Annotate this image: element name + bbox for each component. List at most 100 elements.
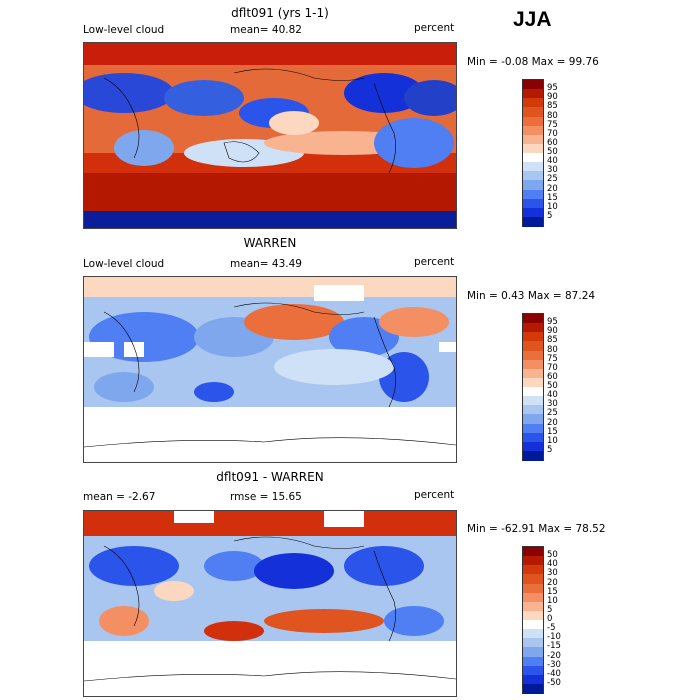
panel-1-map-field xyxy=(84,43,456,228)
colorbar-tick-label: 60 xyxy=(547,137,558,148)
panel-2-colorbar xyxy=(522,313,544,461)
panel-1-variable-label: Low-level cloud xyxy=(83,24,165,36)
colorbar-swatch xyxy=(523,423,543,434)
colorbar-swatch xyxy=(523,396,543,406)
colorbar-swatch xyxy=(523,80,543,90)
colorbar-swatch xyxy=(523,565,543,575)
colorbar-swatch xyxy=(523,674,543,685)
colorbar-tick-label: 30 xyxy=(547,568,558,579)
colorbar-tick-label: 80 xyxy=(547,110,558,121)
colorbar-tick-label: 60 xyxy=(547,371,558,382)
colorbar-tick-label: 20 xyxy=(547,183,558,194)
panel-2-mean-label: mean= 43.49 xyxy=(230,258,302,270)
colorbar-tick-label: 5 xyxy=(547,210,553,221)
panel-1-map xyxy=(83,42,457,229)
panel-2-colorbar-labels: 95 90 85 80 75 70 60 50 40 30 25 20 15 10 5 xyxy=(547,313,587,459)
panel-2-variable-label: Low-level cloud xyxy=(83,258,165,270)
colorbar-tick-label: 75 xyxy=(547,353,558,364)
panel-3-minmax: Min = -62.91 Max = 78.52 xyxy=(467,523,606,535)
panel-2-map-field xyxy=(84,277,456,462)
colorbar-swatch xyxy=(523,89,543,99)
colorbar-tick-label: 70 xyxy=(547,128,558,139)
colorbar-tick-label: 40 xyxy=(547,156,558,167)
colorbar-tick-label: 50 xyxy=(547,381,558,391)
panel-2-minmax: Min = 0.43 Max = 87.24 xyxy=(467,290,596,302)
panel-2-map xyxy=(83,276,457,463)
panel-3-units-label: percent xyxy=(414,489,455,501)
panel-3-rmse-label: rmse = 15.65 xyxy=(230,491,302,503)
colorbar-swatch xyxy=(523,414,543,424)
colorbar-tick-label: 70 xyxy=(547,362,558,373)
colorbar-swatch xyxy=(523,432,543,443)
colorbar-tick-label: 30 xyxy=(547,165,558,176)
colorbar-swatch xyxy=(523,350,543,361)
colorbar-tick-label: 10 xyxy=(547,595,558,606)
panel-3-map-field xyxy=(84,511,456,696)
colorbar-swatch xyxy=(523,171,543,181)
colorbar-swatch xyxy=(523,341,543,351)
panel-3-title: dflt091 - WARREN xyxy=(216,470,324,484)
colorbar-swatch xyxy=(523,189,543,200)
panel-3-colorbar-labels: 50 40 30 20 15 10 5 0 -5 -10 -15 -20 -30 -40 -50 xyxy=(547,546,587,692)
colorbar-swatch xyxy=(523,665,543,676)
panel-1-units-label: percent xyxy=(414,22,455,34)
panel-1-minmax: Min = -0.08 Max = 99.76 xyxy=(467,56,599,68)
season-label: JJA xyxy=(513,8,552,31)
panel-3-map xyxy=(83,510,457,697)
colorbar-swatch xyxy=(523,592,543,603)
panel-1-mean-label: mean= 40.82 xyxy=(230,24,302,36)
colorbar-tick-label: 20 xyxy=(547,577,558,588)
colorbar-tick-label: 85 xyxy=(547,101,558,112)
colorbar-swatch xyxy=(523,547,543,557)
colorbar-tick-label: 0 xyxy=(547,614,553,624)
colorbar-swatch xyxy=(523,116,543,127)
colorbar-swatch xyxy=(523,601,543,612)
colorbar-tick-label: 80 xyxy=(547,344,558,355)
panel-3-colorbar xyxy=(522,546,544,694)
colorbar-swatch xyxy=(523,332,543,342)
colorbar-swatch xyxy=(523,683,543,694)
colorbar-swatch xyxy=(523,377,543,388)
colorbar-swatch xyxy=(523,162,543,172)
panel-1-colorbar-labels: 95 90 85 80 75 70 60 50 40 30 25 20 15 10 5 xyxy=(547,79,587,225)
colorbar-swatch xyxy=(523,610,543,621)
colorbar-tick-label: 5 xyxy=(547,444,553,455)
colorbar-tick-label: 5 xyxy=(547,604,553,615)
colorbar-tick-label: 95 xyxy=(547,317,558,328)
colorbar-swatch xyxy=(523,647,543,657)
colorbar-swatch xyxy=(523,216,543,227)
colorbar-swatch xyxy=(523,387,543,397)
colorbar-swatch xyxy=(523,574,543,584)
panel-2-units-label: percent xyxy=(414,256,455,268)
panel-3-mean-label: mean = -2.67 xyxy=(83,491,156,503)
colorbar-swatch xyxy=(523,556,543,566)
colorbar-swatch xyxy=(523,656,543,667)
colorbar-swatch xyxy=(523,107,543,117)
colorbar-tick-label: -15 xyxy=(547,641,561,652)
colorbar-swatch xyxy=(523,638,543,648)
colorbar-tick-label: 10 xyxy=(547,201,558,212)
colorbar-tick-label: -5 xyxy=(547,623,556,634)
colorbar-swatch xyxy=(523,441,543,452)
colorbar-tick-label: 95 xyxy=(547,83,558,94)
colorbar-swatch xyxy=(523,450,543,461)
panel-1-colorbar xyxy=(522,79,544,227)
colorbar-tick-label: 10 xyxy=(547,435,558,446)
colorbar-tick-label: 40 xyxy=(547,559,558,570)
colorbar-swatch xyxy=(523,323,543,333)
colorbar-tick-label: 25 xyxy=(547,174,558,185)
colorbar-tick-label: 15 xyxy=(547,586,558,597)
colorbar-tick-label: -30 xyxy=(547,659,561,670)
colorbar-swatch xyxy=(523,620,543,630)
colorbar-tick-label: 30 xyxy=(547,399,558,410)
colorbar-tick-label: 90 xyxy=(547,92,558,103)
colorbar-tick-label: -50 xyxy=(547,677,561,688)
panel-1-title: dflt091 (yrs 1-1) xyxy=(231,6,329,20)
colorbar-tick-label: 25 xyxy=(547,408,558,419)
colorbar-tick-label: -20 xyxy=(547,650,561,661)
colorbar-swatch xyxy=(523,207,543,218)
colorbar-swatch xyxy=(523,134,543,145)
colorbar-tick-label: -40 xyxy=(547,668,561,679)
colorbar-tick-label: 15 xyxy=(547,426,558,437)
colorbar-swatch xyxy=(523,180,543,190)
